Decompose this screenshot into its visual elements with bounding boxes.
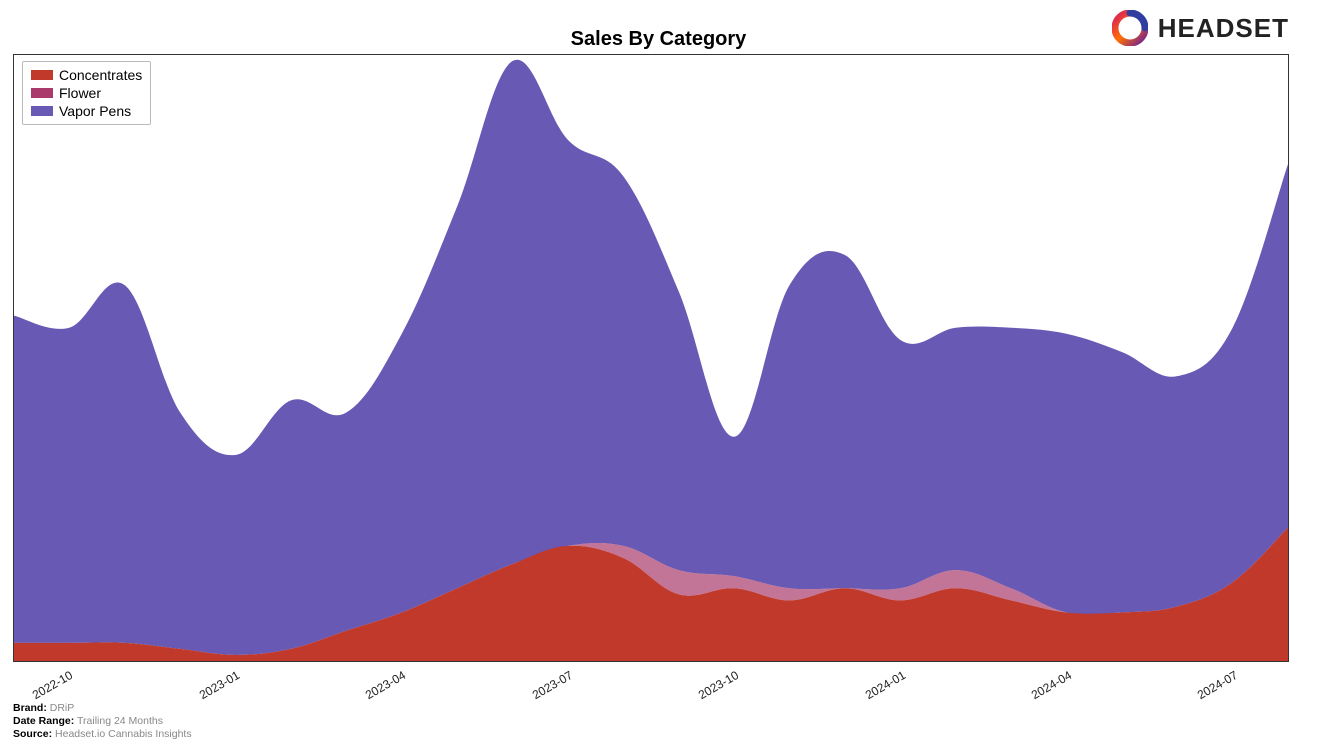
legend-label: Flower bbox=[59, 84, 101, 102]
x-tick-label: 2024-01 bbox=[863, 668, 908, 702]
legend-item: Flower bbox=[31, 84, 142, 102]
legend: ConcentratesFlowerVapor Pens bbox=[22, 61, 151, 125]
meta-date-range: Date Range: Trailing 24 Months bbox=[13, 715, 192, 728]
x-tick-label: 2023-07 bbox=[530, 668, 575, 702]
meta-brand-label: Brand: bbox=[13, 702, 47, 714]
x-tick-label: 2023-04 bbox=[363, 668, 408, 702]
logo-text: HEADSET bbox=[1158, 13, 1289, 44]
legend-label: Concentrates bbox=[59, 66, 142, 84]
legend-swatch bbox=[31, 106, 53, 116]
legend-swatch bbox=[31, 88, 53, 98]
x-tick-label: 2024-04 bbox=[1029, 668, 1074, 702]
legend-label: Vapor Pens bbox=[59, 102, 131, 120]
x-axis: 2022-10 2023-01 2023-04 2023-07 2023-10 2024-… bbox=[13, 662, 1289, 712]
headset-logo-icon bbox=[1112, 10, 1148, 46]
chart-container: Sales By Category HEADSET ConcentratesFl… bbox=[0, 0, 1317, 748]
x-tick-label: 2023-10 bbox=[696, 668, 741, 702]
meta-brand-value: DRiP bbox=[50, 702, 75, 714]
meta-brand: Brand: DRiP bbox=[13, 702, 192, 715]
legend-item: Concentrates bbox=[31, 66, 142, 84]
meta-date-range-value: Trailing 24 Months bbox=[77, 715, 163, 727]
meta-source-label: Source: bbox=[13, 728, 52, 740]
brand-logo: HEADSET bbox=[1112, 10, 1289, 46]
x-tick-label: 2024-07 bbox=[1195, 668, 1240, 702]
x-tick-label: 2023-01 bbox=[197, 668, 242, 702]
legend-swatch bbox=[31, 70, 53, 80]
meta-source-value: Headset.io Cannabis Insights bbox=[55, 728, 192, 740]
meta-date-range-label: Date Range: bbox=[13, 715, 74, 727]
x-tick-label: 2022-10 bbox=[30, 668, 75, 702]
chart-metadata: Brand: DRiP Date Range: Trailing 24 Mont… bbox=[13, 702, 192, 741]
meta-source: Source: Headset.io Cannabis Insights bbox=[13, 728, 192, 741]
legend-item: Vapor Pens bbox=[31, 102, 142, 120]
area-chart-svg bbox=[14, 55, 1288, 661]
plot-area: ConcentratesFlowerVapor Pens bbox=[13, 54, 1289, 662]
